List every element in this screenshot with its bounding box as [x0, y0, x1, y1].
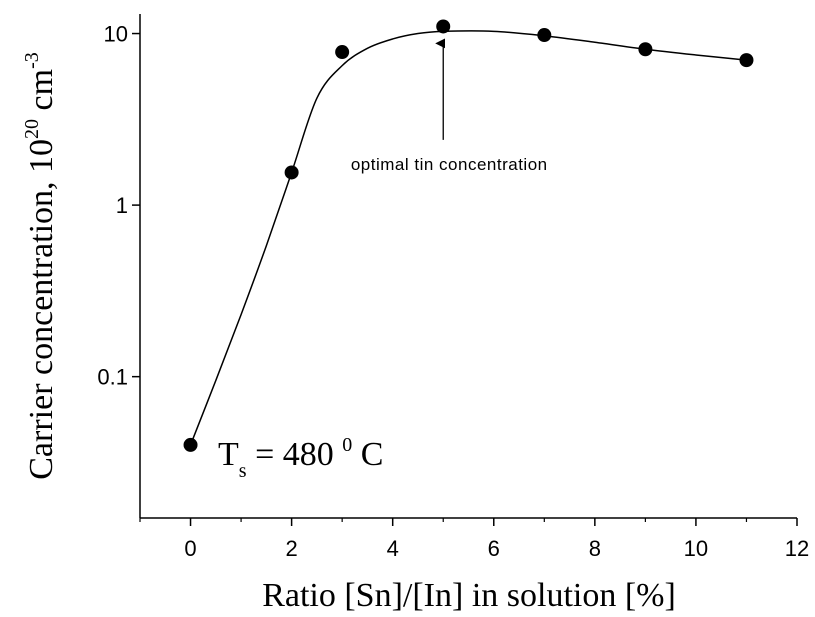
x-tick-label: 2: [285, 536, 297, 561]
data-point: [284, 165, 299, 180]
x-tick-label: 6: [488, 536, 500, 561]
data-point: [537, 28, 552, 43]
y-tick-label: 10: [104, 22, 128, 47]
data-point: [638, 42, 653, 57]
fit-layer: [189, 30, 747, 446]
y-tick-label: 1: [116, 193, 128, 218]
y-tick-label: 0.1: [97, 365, 128, 390]
axes: [139, 14, 797, 519]
points-layer: [183, 19, 754, 452]
x-tick-label: 10: [684, 536, 708, 561]
x-tick-label: 0: [184, 536, 196, 561]
data-point: [183, 437, 198, 452]
x-ticks: 0 2 4 6 8 10 12: [139, 518, 809, 561]
annotation-layer: optimal tin concentration: [351, 38, 548, 174]
data-point: [739, 53, 754, 68]
data-point: [335, 45, 350, 60]
x-tick-label: 8: [589, 536, 601, 561]
x-tick-label: 12: [785, 536, 809, 561]
x-axis-title: Ratio [Sn]/[In] in solution [%]: [262, 577, 676, 614]
x-tick-label: 4: [387, 536, 399, 561]
y-ticks: 0.1 1 10: [97, 22, 140, 390]
annotation-text: optimal tin concentration: [351, 155, 548, 174]
data-point: [436, 19, 451, 34]
fit-curve: [189, 30, 747, 446]
y-axis-title: Carrier concentration, 1020 cm-3: [21, 52, 60, 480]
parameter-label: Ts = 480 0 C: [218, 434, 383, 482]
